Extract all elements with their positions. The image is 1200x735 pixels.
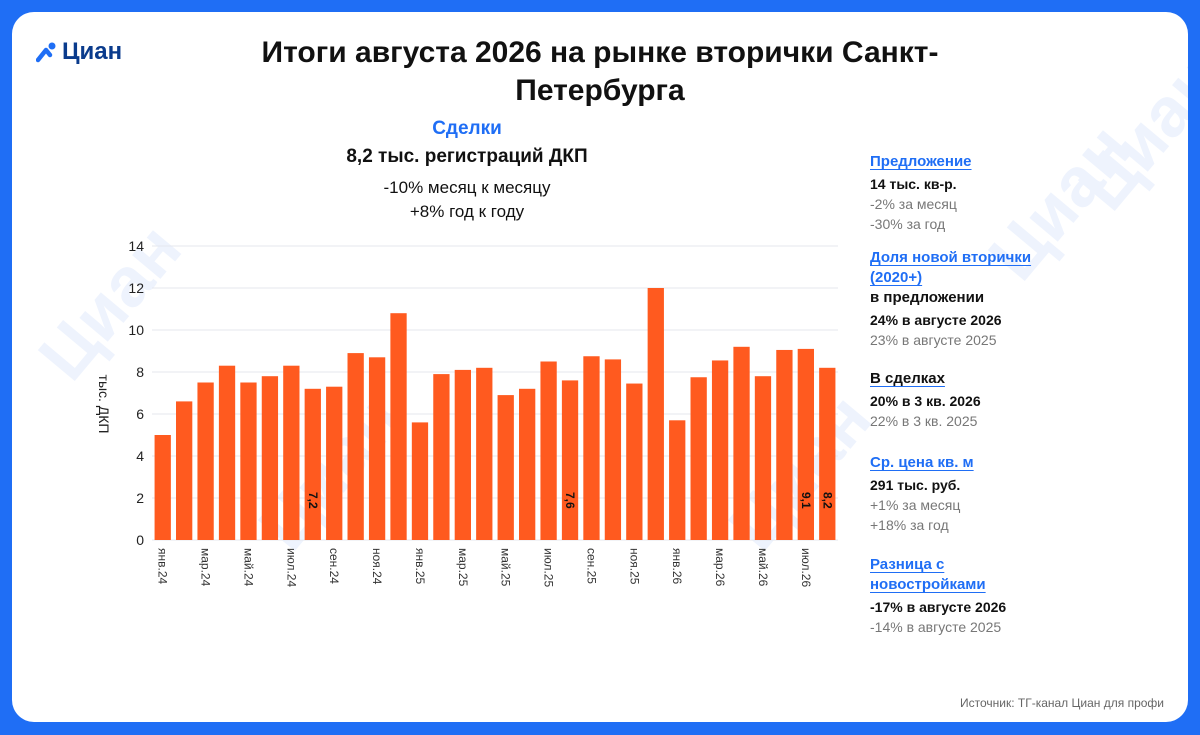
bar [411,422,429,540]
deals-summary: Сделки 8,2 тыс. регистраций ДКП -10% мес… [267,116,667,224]
x-tick-label: май.25 [499,548,513,587]
bar [690,377,707,540]
x-tick-label: мар.24 [199,548,213,587]
offer-value: 14 тыс. кв-р. [870,176,957,192]
bar [711,360,729,540]
new-secondary-block: Доля новой вторички (2020+) в предложени… [870,248,1070,350]
bar [433,374,450,540]
new-secondary-value: 24% в августе 2026 [870,312,1002,328]
bar [326,386,343,540]
new-secondary-subtitle: в предложении [870,289,985,306]
bar [390,313,407,540]
bar [776,349,793,540]
in-deals-block: В сделках 20% в 3 кв. 2026 22% в 3 кв. 2… [870,369,1070,431]
bar [647,288,664,540]
cian-logo: Циан [36,38,122,66]
x-tick-label: июл.25 [542,548,556,587]
data-label: 8,2 [820,492,834,509]
infographic-card: Циан Циан Циан Циан Циан Циан Итоги авгу… [12,12,1188,722]
source-note: Источник: ТГ-канал Циан для профи [959,696,1164,710]
in-deals-title: В сделках [870,370,945,387]
x-tick-label: янв.24 [156,548,170,585]
bar-chart: 0 2 4 6 8 10 12 14 янв.24 мар.24 май.24 июл.24 7,2 се… [96,238,838,587]
price-year-note: +18% за год [870,517,949,533]
price-value: 291 тыс. руб. [870,477,961,493]
bar [519,388,536,540]
x-tick-label: май.24 [241,548,255,587]
bar [583,356,600,540]
logo-text: Циан [62,38,123,65]
bar [304,388,321,540]
x-tick-label: май.26 [756,548,770,587]
offer-block: Предложение 14 тыс. кв-р. -2% за месяц -… [870,152,1070,234]
diff-block: Разница с новостройками -17% в августе 2… [870,555,1020,637]
y-tick-label: 6 [136,406,144,422]
diff-note: -14% в августе 2025 [870,619,1002,635]
bar [240,382,257,540]
deals-year-change: +8% год к году [409,202,525,221]
bar [669,420,686,540]
x-tick-label: июл.26 [799,548,813,587]
x-tick-label: июл.24 [284,548,298,587]
bar [283,365,300,540]
x-tick-label: ноя.25 [627,548,641,585]
data-label: 9,1 [799,492,813,509]
bar [733,346,750,540]
in-deals-note: 22% в 3 кв. 2025 [870,413,978,429]
watermark: Циан [1063,39,1188,225]
bar [540,361,557,540]
price-link[interactable]: Ср. цена кв. м [870,454,974,471]
deals-month-change: -10% месяц к месяцу [383,178,551,197]
bar [197,382,214,540]
bar [454,369,471,540]
offer-year-note: -30% за год [870,216,946,232]
bar [368,357,386,540]
x-tick-label: янв.25 [413,548,427,585]
x-tick-label: сен.24 [327,548,341,584]
y-tick-label: 10 [128,322,144,338]
bar [176,401,193,540]
offer-link[interactable]: Предложение [870,153,972,170]
page-title: Итоги августа 2026 на рынке вторички Сан… [261,36,939,107]
new-secondary-link[interactable]: Доля новой вторички (2020+) [870,249,1032,286]
diff-value: -17% в августе 2026 [870,599,1007,615]
deals-value: 8,2 тыс. регистраций ДКП [346,146,588,167]
x-tick-label: мар.25 [456,548,470,587]
price-month-note: +1% за месяц [870,497,961,513]
x-tick-label: мар.26 [713,548,727,587]
x-tick-label: ноя.24 [370,548,384,585]
bar [819,367,836,540]
new-secondary-note: 23% в августе 2025 [870,332,997,348]
y-tick-label: 14 [128,238,144,254]
bar [218,365,236,540]
y-tick-label: 2 [136,490,144,506]
x-tick-label: янв.26 [670,548,684,585]
y-tick-label: 4 [136,448,144,464]
bar [154,435,171,540]
bar [561,380,579,540]
offer-month-note: -2% за месяц [870,196,957,212]
bar [347,353,364,540]
y-tick-label: 0 [136,532,144,548]
y-tick-label: 12 [128,280,144,296]
x-tick-label: сен.25 [584,548,598,584]
data-label: 7,6 [563,492,577,509]
deals-title: Сделки [432,118,502,139]
bar [626,383,643,540]
y-tick-label: 8 [136,364,144,380]
cian-person-icon [36,42,56,63]
price-block: Ср. цена кв. м 291 тыс. руб. +1% за меся… [870,453,1070,535]
bar [604,359,622,540]
bar [497,395,514,540]
bar [476,367,493,540]
y-axis-label: тыс. ДКП [96,375,112,434]
bar [261,376,279,540]
diff-link[interactable]: Разница с новостройками [870,556,986,593]
data-label: 7,2 [306,492,320,509]
in-deals-value: 20% в 3 кв. 2026 [870,393,981,409]
bar [797,348,814,540]
bar [754,376,772,540]
